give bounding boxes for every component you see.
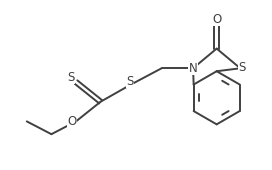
- Text: N: N: [189, 62, 197, 75]
- Text: S: S: [67, 71, 75, 84]
- Text: S: S: [126, 75, 134, 88]
- Text: O: O: [67, 115, 77, 128]
- Text: S: S: [239, 61, 246, 74]
- Text: O: O: [212, 13, 221, 26]
